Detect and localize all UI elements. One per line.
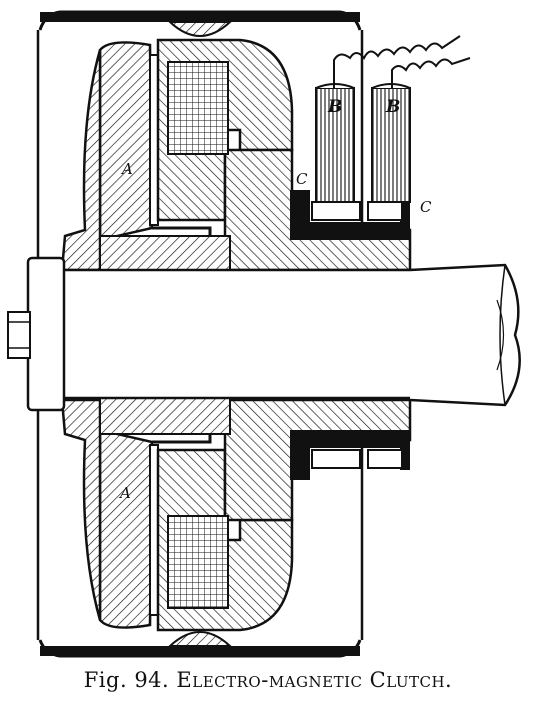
label-brush-1: B bbox=[327, 97, 342, 117]
label-armature-top: A bbox=[120, 160, 133, 178]
brushes bbox=[315, 83, 411, 203]
hub bbox=[99, 226, 231, 444]
armature-disk bbox=[60, 41, 159, 629]
label-armature-bottom: A bbox=[118, 484, 131, 502]
figure-number: Fig. 94. bbox=[83, 668, 170, 692]
magnet-coils bbox=[167, 61, 229, 609]
shaft-nut bbox=[7, 256, 66, 412]
label-brush-2: B bbox=[385, 97, 400, 117]
label-collector-left: C bbox=[296, 170, 308, 188]
figure-title: Electro-magnetic Clutch. bbox=[176, 668, 453, 692]
shaft bbox=[58, 263, 521, 407]
label-collector-right: C bbox=[420, 198, 432, 216]
lead-wires bbox=[333, 35, 471, 88]
collector-rings bbox=[290, 190, 410, 480]
figure-caption: Fig. 94. Electro-magnetic Clutch. bbox=[0, 668, 536, 692]
